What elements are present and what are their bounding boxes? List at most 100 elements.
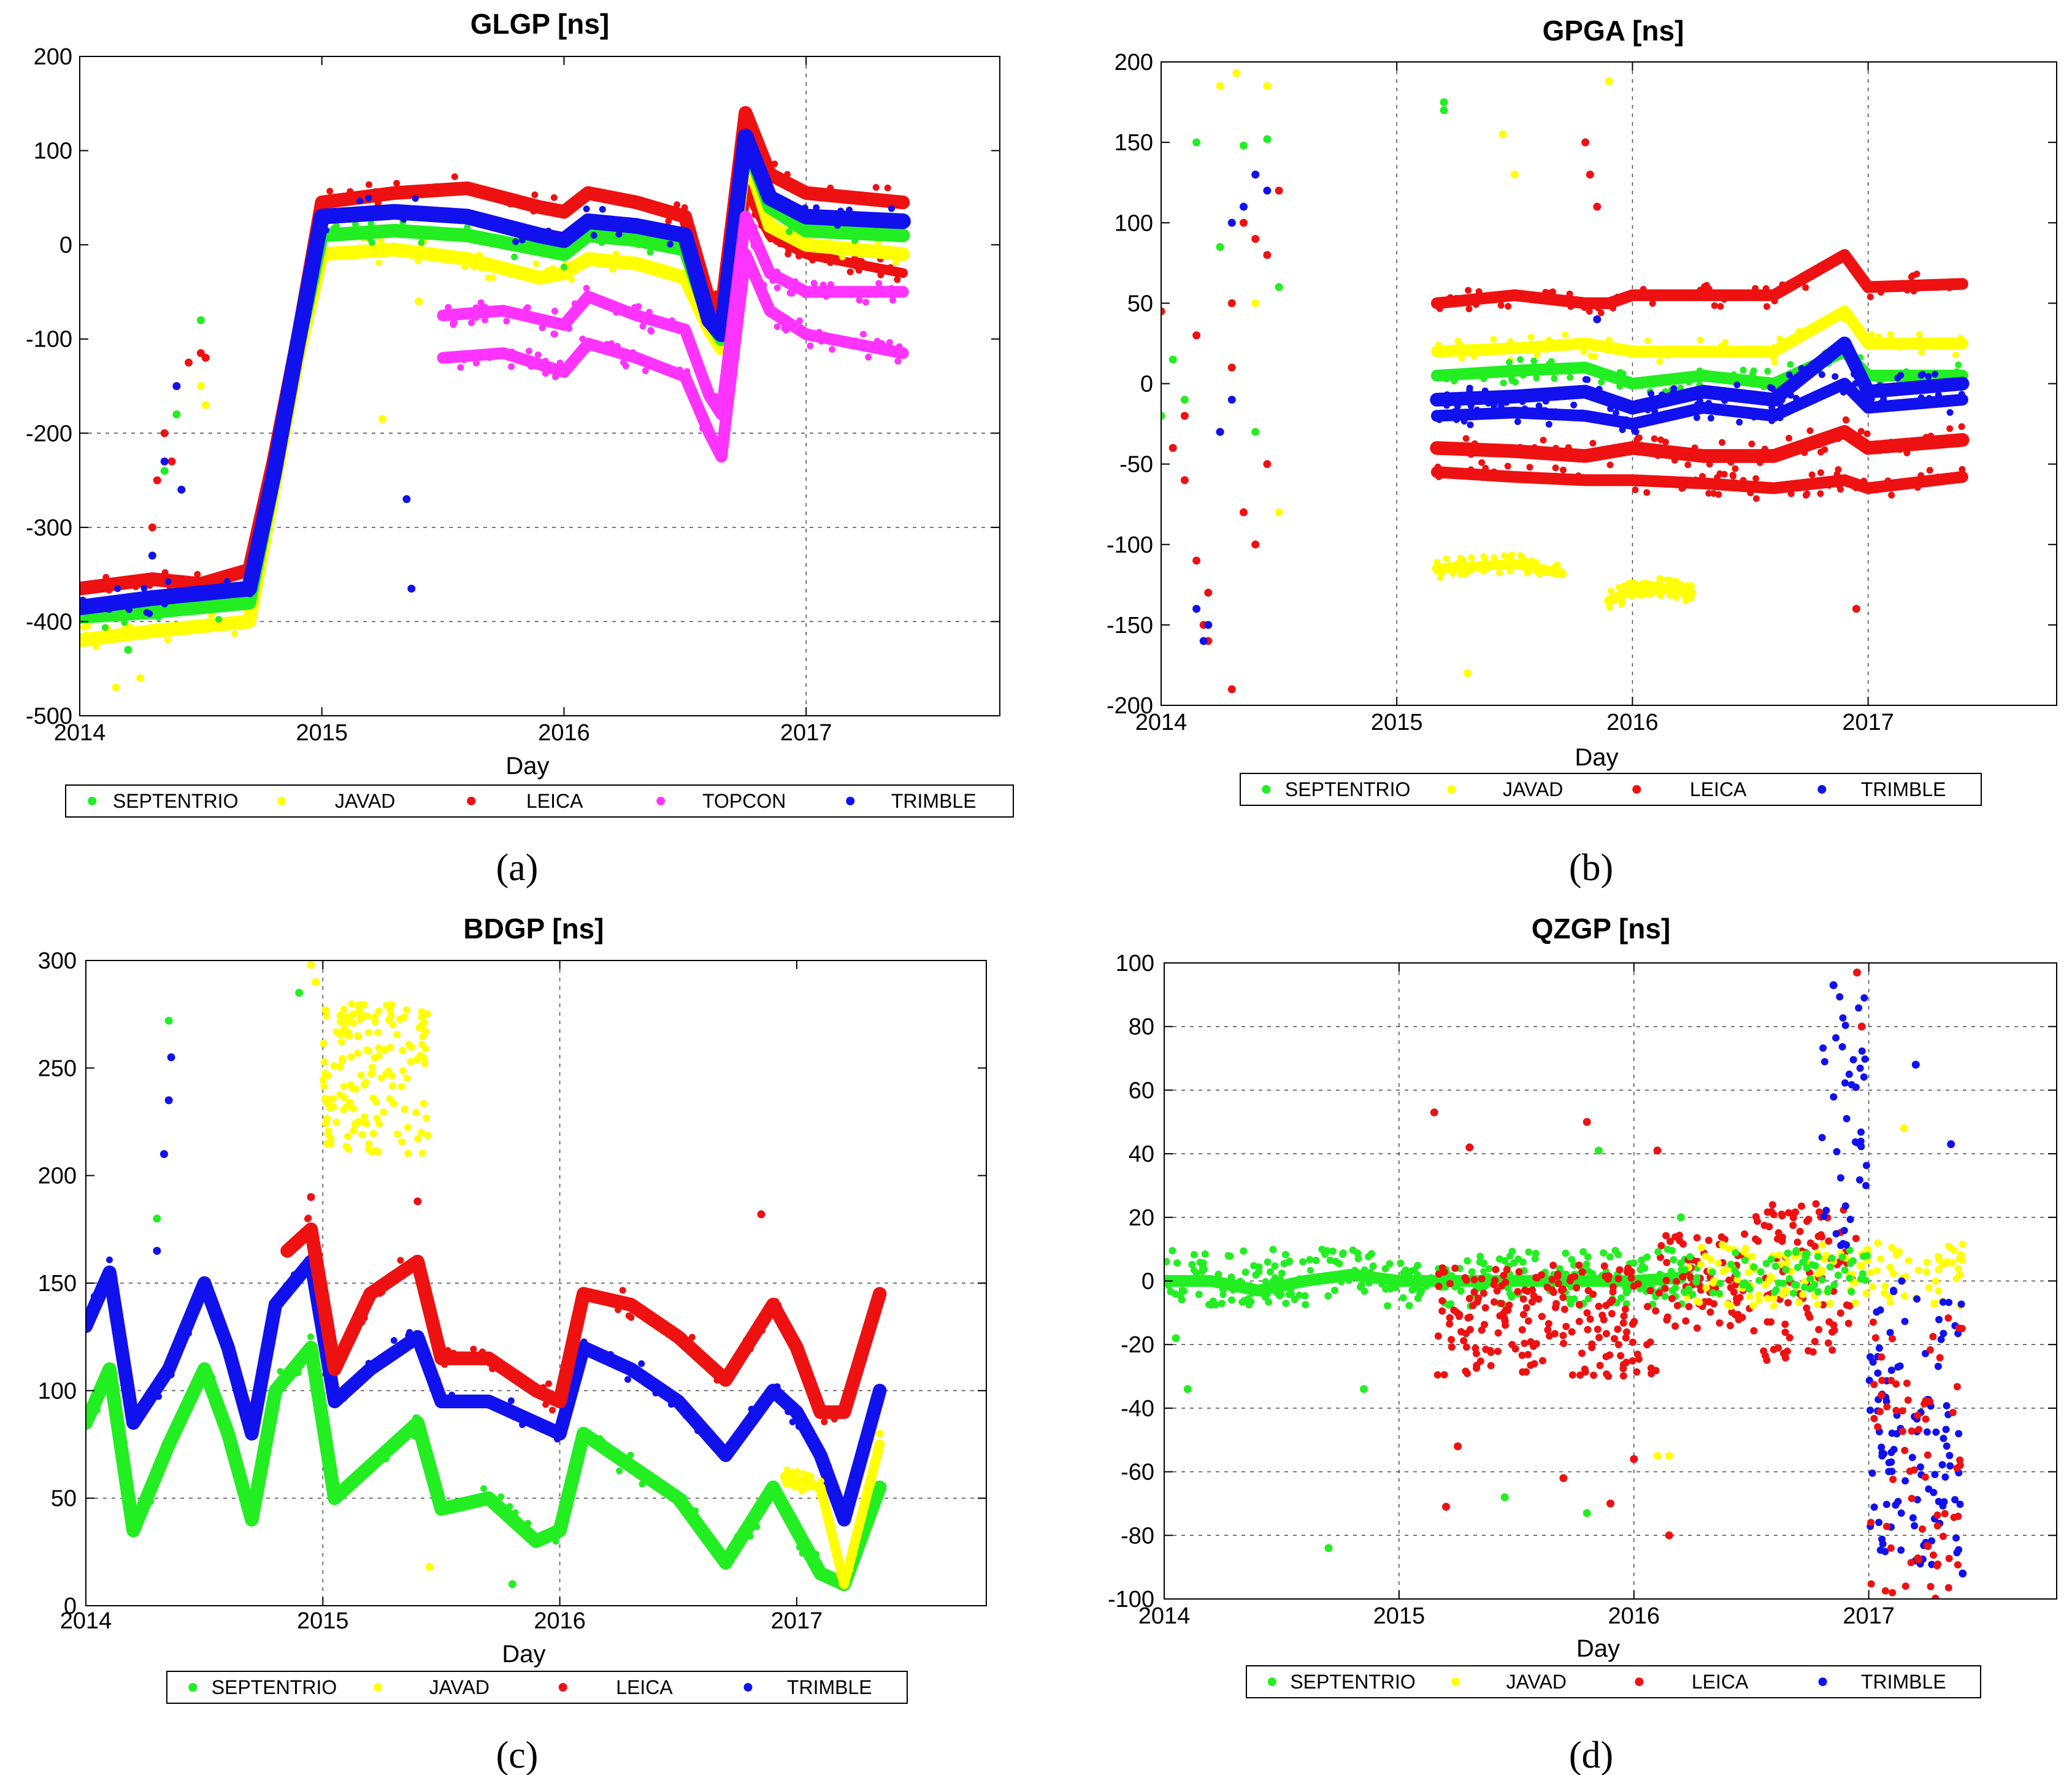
data-point xyxy=(1546,360,1553,367)
data-point xyxy=(773,195,780,202)
data-point xyxy=(1752,287,1759,294)
data-point xyxy=(1656,450,1663,457)
data-point xyxy=(751,211,759,218)
data-point xyxy=(1951,1496,1959,1504)
data-point xyxy=(1684,588,1690,595)
data-point xyxy=(1731,1267,1739,1275)
data-point xyxy=(1857,1128,1865,1136)
data-point xyxy=(1443,375,1451,383)
data-point xyxy=(1462,1330,1470,1338)
data-point xyxy=(1839,1014,1847,1022)
data-point xyxy=(870,346,878,353)
data-point xyxy=(1687,595,1695,602)
data-point xyxy=(1630,1455,1638,1463)
data-point xyxy=(1924,1451,1932,1459)
data-point xyxy=(1881,1282,1889,1290)
legend: SEPTENTRIO JAVAD LEICA TRIMBLE xyxy=(166,1671,908,1704)
data-point xyxy=(1881,1587,1889,1595)
data-point xyxy=(1514,1255,1522,1263)
data-point xyxy=(218,1423,226,1430)
data-point xyxy=(1188,1260,1196,1268)
data-point xyxy=(1298,1276,1306,1283)
data-point xyxy=(1819,1301,1827,1309)
data-point xyxy=(160,457,169,466)
data-point xyxy=(1924,343,1931,350)
data-point xyxy=(639,323,647,330)
data-point xyxy=(1397,1259,1405,1267)
data-point xyxy=(1484,399,1492,407)
data-point xyxy=(1623,1328,1630,1336)
data-point xyxy=(807,1473,815,1480)
data-point xyxy=(574,1328,581,1335)
series-javad xyxy=(112,297,423,692)
data-point xyxy=(1448,301,1455,308)
data-point xyxy=(1849,1056,1857,1064)
data-point xyxy=(1508,1248,1516,1256)
data-point xyxy=(825,1463,832,1470)
data-point xyxy=(121,619,128,626)
data-point xyxy=(539,324,546,331)
data-point xyxy=(1584,1267,1592,1275)
data-point xyxy=(1465,286,1472,294)
data-point xyxy=(388,1001,396,1009)
data-point xyxy=(862,299,870,306)
data-point xyxy=(225,1424,232,1432)
data-point xyxy=(196,316,205,324)
data-point xyxy=(1530,1360,1538,1368)
data-point xyxy=(1911,1060,1920,1069)
data-point xyxy=(1681,1266,1689,1274)
data-point xyxy=(1471,440,1478,447)
data-point xyxy=(884,250,892,257)
data-point xyxy=(1679,1240,1687,1248)
data-point xyxy=(1467,466,1475,473)
data-point xyxy=(796,1544,803,1551)
data-point xyxy=(767,1304,775,1311)
y-tick-label: -80 xyxy=(1121,1523,1154,1549)
legend-label-trimble: TRIMBLE xyxy=(1861,1671,1946,1693)
data-point xyxy=(352,1085,360,1093)
y-tick-label: -300 xyxy=(26,515,72,541)
data-point xyxy=(1339,1249,1347,1257)
data-point xyxy=(514,1373,521,1380)
x-tick-label: 2016 xyxy=(1606,710,1659,735)
data-point xyxy=(1204,588,1213,597)
data-point xyxy=(542,370,549,377)
data-point xyxy=(1504,462,1511,470)
data-layer xyxy=(1164,968,1967,1599)
data-point xyxy=(1871,340,1878,347)
data-point xyxy=(1811,1243,1819,1251)
data-point xyxy=(419,1033,427,1041)
data-point xyxy=(418,1008,426,1016)
data-point xyxy=(675,323,683,330)
data-point xyxy=(771,160,778,167)
data-point xyxy=(1627,1268,1635,1276)
data-point xyxy=(1830,1281,1838,1289)
data-point xyxy=(1644,337,1651,345)
data-point xyxy=(1514,418,1521,425)
data-point xyxy=(375,1052,383,1060)
data-point xyxy=(1528,292,1535,299)
data-point xyxy=(1782,1286,1789,1294)
data-point xyxy=(1192,556,1201,565)
data-point xyxy=(1693,1324,1701,1332)
data-point xyxy=(1935,1266,1943,1273)
data-point xyxy=(1648,390,1655,397)
series-septentrio xyxy=(124,316,205,654)
data-point xyxy=(486,354,494,361)
data-point xyxy=(1709,479,1716,486)
data-point xyxy=(1477,470,1484,478)
data-point xyxy=(1522,409,1529,416)
data-point xyxy=(1554,1270,1562,1278)
data-point xyxy=(1324,1292,1332,1300)
data-point xyxy=(1930,1551,1937,1559)
data-point xyxy=(1719,1242,1727,1250)
data-point xyxy=(1940,1532,1947,1540)
data-point xyxy=(1856,1064,1864,1072)
y-tick-label: 0 xyxy=(1142,1269,1154,1295)
data-point xyxy=(1602,1302,1610,1309)
data-point xyxy=(1933,1511,1941,1519)
data-point xyxy=(819,291,826,298)
data-point xyxy=(1472,301,1479,308)
data-point xyxy=(1606,336,1613,343)
data-point xyxy=(1903,368,1910,375)
